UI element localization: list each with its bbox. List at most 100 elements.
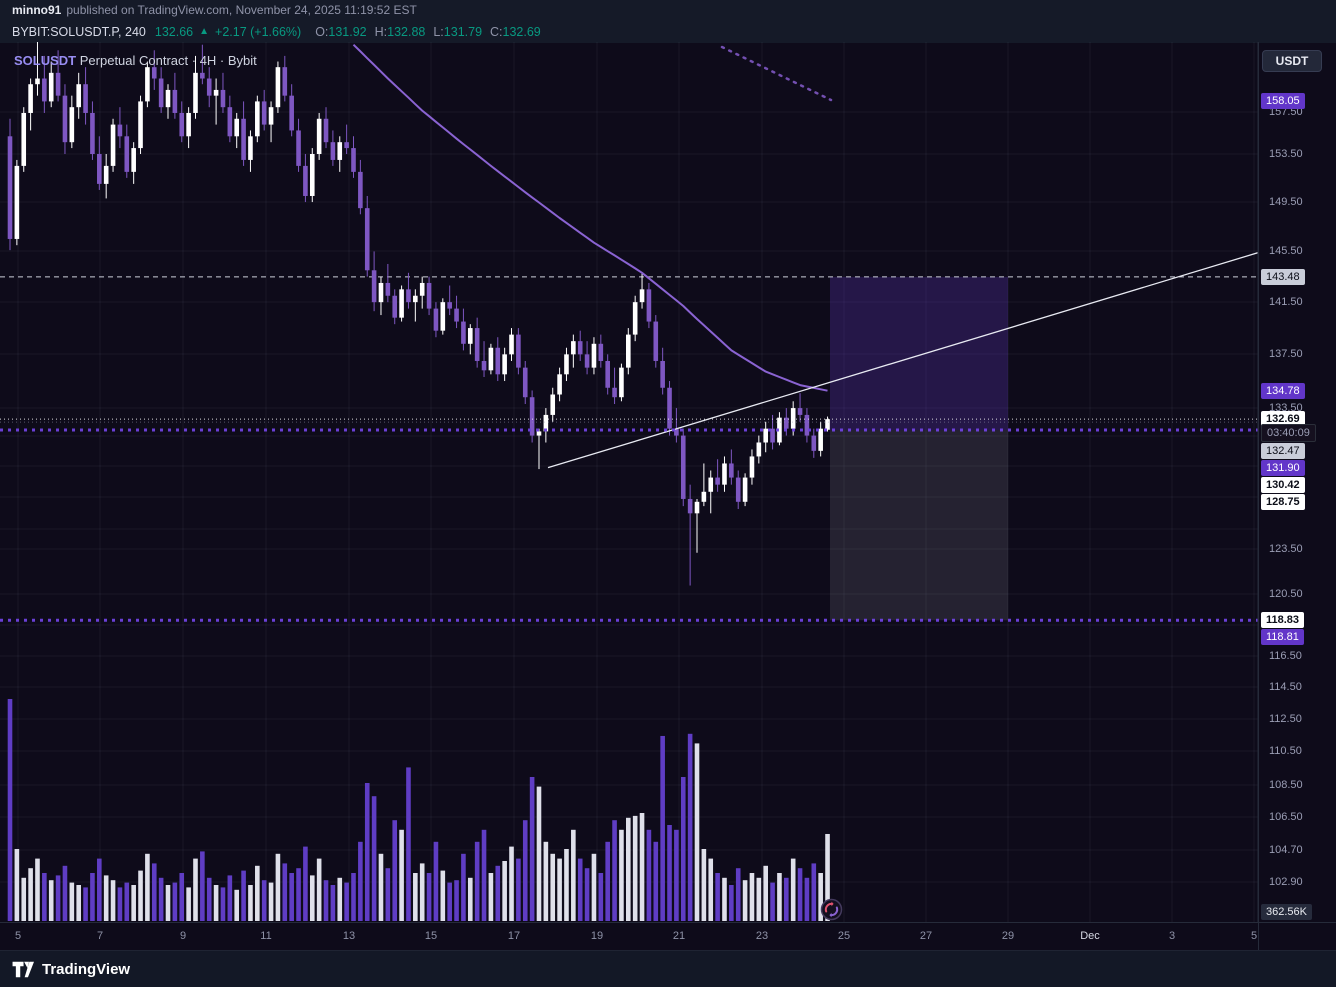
moving-average-line[interactable] xyxy=(352,43,828,392)
volume-bar xyxy=(158,877,164,921)
volume-bar xyxy=(571,829,576,921)
candle-body xyxy=(282,67,288,96)
last-price: 132.66 xyxy=(154,24,194,39)
price-label: 116.50 xyxy=(1269,650,1302,662)
candle-body xyxy=(261,101,267,125)
volume-bar xyxy=(454,880,459,921)
volume-bar xyxy=(461,853,466,921)
time-axis[interactable]: 5 7 9 11 13 15 17 19 21 23 25 27 29 Dec 3 5 xyxy=(0,922,1336,951)
candle-body xyxy=(275,67,281,108)
candle-body xyxy=(632,302,638,335)
volume-bar xyxy=(206,877,212,921)
candle-body xyxy=(186,112,191,137)
price-label: 106.50 xyxy=(1269,811,1303,823)
candle-body xyxy=(701,491,707,502)
price-scale[interactable]: 157.50 158.05 153.50 149.50 145.50 143.48 141.… xyxy=(1258,42,1336,950)
candle-body xyxy=(818,428,823,451)
symbol-interval-label[interactable]: BYBIT:SOLUSDT.P, 240 xyxy=(12,24,146,39)
volume-bar xyxy=(639,813,645,921)
candle-body xyxy=(811,435,817,451)
volume-bar xyxy=(351,873,356,921)
volume-value-label: 362.56K xyxy=(1261,904,1312,920)
volume-bar xyxy=(21,877,27,921)
price-label: 102.90 xyxy=(1269,876,1303,888)
position-profit-zone xyxy=(830,276,1008,431)
volume-bar xyxy=(680,777,686,921)
support-dotted-lines[interactable] xyxy=(0,418,1258,622)
volume-bar xyxy=(749,873,755,921)
candle-body xyxy=(694,501,700,514)
price-label: 112.50 xyxy=(1269,713,1302,725)
candle-body xyxy=(138,101,143,149)
open-value: 131.92 xyxy=(328,24,367,39)
candle-body xyxy=(364,208,370,271)
volume-bar xyxy=(406,767,411,921)
price-label: 123.50 xyxy=(1269,543,1303,555)
volume-bar xyxy=(502,861,507,921)
publish-info-text: published on TradingView.com, November 2… xyxy=(66,3,417,17)
candle-body xyxy=(584,354,590,368)
price-label: 134.78 xyxy=(1261,383,1305,399)
position-projection-box[interactable] xyxy=(830,276,1008,621)
candle-body xyxy=(309,154,315,196)
candle-body xyxy=(797,408,803,415)
volume-bar xyxy=(811,863,817,921)
chart-legend[interactable]: SOLUSDT Perpetual Contract · 4H · Bybit xyxy=(14,53,257,68)
volume-bar xyxy=(344,882,349,921)
volume-bar xyxy=(103,875,109,921)
volume-bar xyxy=(165,885,171,921)
candle-body xyxy=(413,295,418,303)
time-label: 15 xyxy=(424,930,438,942)
volume-bar xyxy=(770,882,775,921)
time-label: 19 xyxy=(590,930,604,942)
direction-up-icon: ▲ xyxy=(199,26,210,37)
volume-bar xyxy=(584,868,590,921)
volume-bar xyxy=(371,796,377,921)
candle-body xyxy=(639,289,645,303)
volume-bar xyxy=(426,873,432,921)
price-label: 110.50 xyxy=(1269,745,1302,757)
legend-description: Perpetual Contract · 4H · Bybit xyxy=(79,53,257,68)
volume-bar xyxy=(708,858,714,921)
candle-body xyxy=(605,360,610,388)
volume-bar xyxy=(55,875,61,921)
quote-bar: BYBIT:SOLUSDT.P, 240 132.66 ▲ +2.17 (+1.… xyxy=(0,20,1336,43)
legend-symbol[interactable]: SOLUSDT xyxy=(14,53,77,68)
publisher-username: minno91 xyxy=(12,3,62,17)
price-label: 131.90 xyxy=(1261,460,1305,476)
volume-bar xyxy=(97,858,102,921)
candle-body xyxy=(220,89,226,108)
volume-bar xyxy=(200,851,205,921)
grid-lines xyxy=(0,42,1258,922)
price-label: 143.48 xyxy=(1261,269,1305,285)
tradingview-logo-icon[interactable] xyxy=(12,961,34,978)
candle-body xyxy=(571,341,576,355)
candle-body xyxy=(447,302,452,309)
volume-bar xyxy=(433,841,439,921)
ascending-trendline[interactable] xyxy=(547,252,1258,469)
volume-bar xyxy=(605,841,610,921)
time-label: 25 xyxy=(837,930,851,942)
refresh-snapshot-icon[interactable] xyxy=(820,898,843,921)
candle-body xyxy=(234,118,240,137)
candle-body xyxy=(467,328,473,344)
candle-body xyxy=(151,67,157,79)
currency-toggle-button[interactable]: USDT xyxy=(1262,50,1322,72)
high-value: 132.88 xyxy=(387,24,426,39)
publish-info-bar: minno91 published on TradingView.com, No… xyxy=(0,0,1336,20)
volume-bar xyxy=(131,885,136,921)
volume-bar xyxy=(193,858,198,921)
volume-bar xyxy=(172,882,178,921)
candle-body xyxy=(825,419,830,430)
candle-body xyxy=(756,442,762,457)
candle-body xyxy=(481,360,487,371)
volume-bar xyxy=(28,868,33,921)
candle-body xyxy=(626,334,631,368)
candle-body xyxy=(722,463,727,485)
price-label: 132.69 xyxy=(1261,411,1305,427)
footer-brand[interactable]: TradingView xyxy=(42,960,131,978)
price-label: 128.75 xyxy=(1261,494,1305,510)
candle-body xyxy=(598,343,604,361)
volume-bar xyxy=(83,887,88,921)
